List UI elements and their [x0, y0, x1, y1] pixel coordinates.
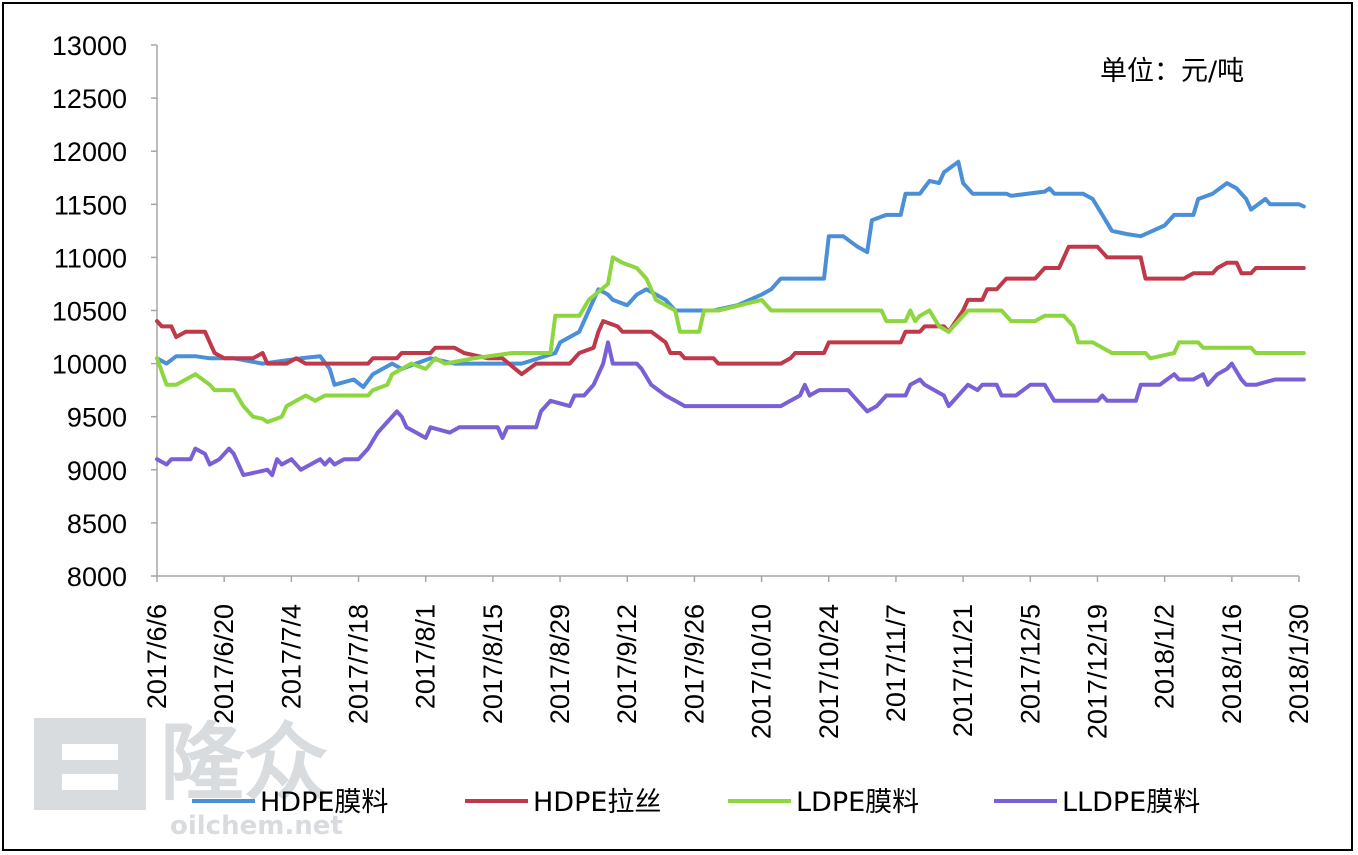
legend: HDPE膜料 HDPE拉丝 LDPE膜料 LLDPE膜料	[192, 787, 1200, 818]
x-tick-label: 2017/6/20	[209, 604, 239, 724]
y-tick-label: 9500	[67, 403, 127, 433]
y-tick-label: 10000	[52, 350, 127, 380]
legend-label: HDPE拉丝	[533, 787, 661, 818]
x-tick-label: 2017/11/7	[881, 604, 911, 722]
x-tick-label: 2017/12/19	[1082, 604, 1112, 739]
series-line	[155, 244, 1306, 377]
x-tick-label: 2017/10/24	[814, 604, 844, 739]
y-tick-label: 13000	[52, 31, 127, 61]
watermark-badge-cutout	[62, 744, 118, 760]
y-tick-label: 12500	[52, 84, 127, 114]
y-tick-label: 9000	[67, 456, 127, 486]
series-line	[155, 340, 1306, 478]
x-tick-label: 2018/1/30	[1284, 604, 1314, 724]
x-tick-label: 2018/1/16	[1217, 604, 1247, 724]
x-tick-label: 2018/1/2	[1150, 604, 1180, 709]
watermark-brand-cn: 隆众	[160, 714, 328, 812]
x-tick-label: 2017/6/6	[142, 604, 172, 709]
legend-label: LDPE膜料	[796, 787, 919, 818]
series-line	[155, 255, 1306, 424]
series-lines	[155, 159, 1306, 478]
x-tick-label: 2017/10/10	[747, 604, 777, 739]
y-axis-ticks: 8000 8500 9000 9500 10000 10500 11000 11500 1200…	[52, 31, 157, 592]
watermark-badge	[34, 718, 146, 810]
y-tick-label: 8000	[67, 562, 127, 592]
y-tick-label: 8500	[67, 509, 127, 539]
x-tick-label: 2017/11/21	[948, 604, 978, 737]
x-tick-label: 2017/9/26	[679, 604, 709, 724]
legend-label: LLDPE膜料	[1062, 787, 1200, 818]
legend-label: HDPE膜料	[260, 787, 388, 818]
axes	[156, 45, 1299, 577]
y-tick-label: 10500	[52, 297, 127, 327]
watermark-badge-cutout	[62, 774, 118, 790]
x-tick-label: 2017/8/29	[545, 604, 575, 724]
x-tick-label: 2017/12/5	[1015, 604, 1045, 724]
x-tick-label: 2017/8/1	[411, 604, 441, 709]
y-tick-label: 12000	[52, 137, 127, 167]
x-tick-label: 2017/9/12	[612, 604, 642, 724]
unit-label: 单位：元/吨	[1100, 56, 1244, 87]
x-tick-label: 2017/7/4	[276, 604, 306, 709]
x-tick-label: 2017/8/15	[478, 604, 508, 724]
series-line	[155, 159, 1306, 389]
x-axis-ticks: 2017/6/6 2017/6/20 2017/7/4 2017/7/18 2017/8…	[142, 576, 1314, 739]
y-tick-label: 11500	[54, 190, 127, 220]
x-tick-label: 2017/7/18	[344, 604, 374, 724]
y-tick-label: 11000	[54, 243, 127, 273]
watermark-url: oilchem.net	[170, 811, 343, 841]
